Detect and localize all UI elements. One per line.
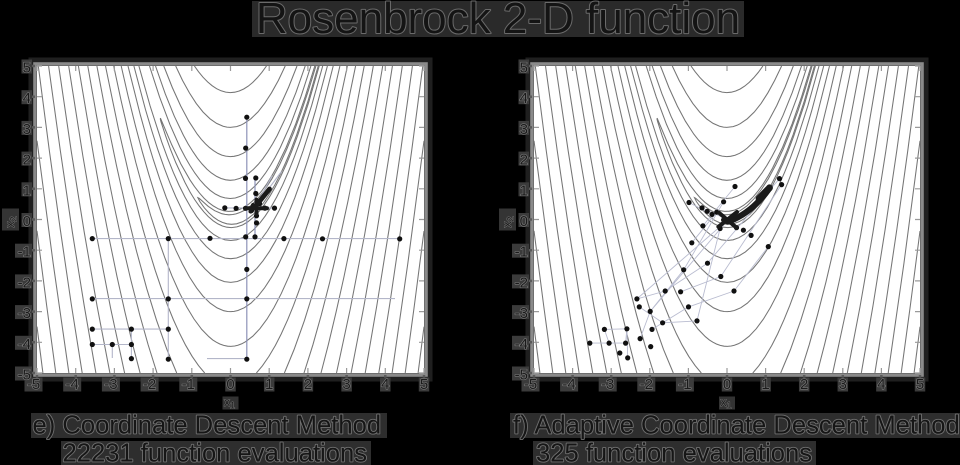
svg-text:-4: -4	[515, 336, 528, 353]
svg-text:4: 4	[877, 376, 885, 393]
svg-text:-2: -2	[18, 274, 31, 291]
svg-text:-3: -3	[104, 376, 117, 393]
svg-text:1: 1	[23, 182, 31, 199]
svg-text:-3: -3	[18, 305, 31, 322]
svg-text:Rosenbrock 2-D function: Rosenbrock 2-D function	[256, 0, 740, 43]
svg-text:-4: -4	[562, 376, 575, 393]
svg-text:4: 4	[381, 376, 389, 393]
svg-text:3: 3	[342, 376, 350, 393]
svg-text:4: 4	[520, 90, 528, 107]
svg-text:22231 function evaluations: 22231 function evaluations	[63, 440, 368, 465]
svg-text:-1: -1	[515, 244, 528, 261]
svg-text:2: 2	[23, 152, 31, 169]
svg-text:-5: -5	[18, 367, 31, 384]
svg-text:-5: -5	[515, 367, 528, 384]
svg-text:-4: -4	[66, 376, 79, 393]
svg-text:1: 1	[520, 182, 528, 199]
svg-text:5: 5	[420, 376, 428, 393]
svg-text:-1: -1	[678, 376, 691, 393]
svg-text:-1: -1	[182, 376, 195, 393]
svg-text:2: 2	[304, 376, 312, 393]
svg-text:-3: -3	[515, 305, 528, 322]
svg-text:f) Adaptive Coordinate Descent: f) Adaptive Coordinate Descent Method	[513, 412, 960, 440]
svg-text:-3: -3	[601, 376, 614, 393]
svg-text:5: 5	[916, 376, 924, 393]
svg-text:e) Coordinate Descent Method: e) Coordinate Descent Method	[33, 412, 382, 440]
svg-text:325 function evaluations: 325 function evaluations	[536, 440, 812, 465]
svg-text:2: 2	[520, 152, 528, 169]
svg-text:3: 3	[839, 376, 847, 393]
svg-text:5: 5	[520, 60, 528, 77]
svg-text:4: 4	[23, 90, 31, 107]
svg-text:0: 0	[23, 213, 31, 230]
svg-text:3: 3	[520, 121, 528, 138]
svg-text:2: 2	[800, 376, 808, 393]
svg-text:-2: -2	[640, 376, 653, 393]
svg-text:5: 5	[23, 60, 31, 77]
svg-text:1: 1	[761, 376, 769, 393]
svg-text:0: 0	[723, 376, 731, 393]
svg-text:1: 1	[265, 376, 273, 393]
svg-text:-4: -4	[18, 336, 31, 353]
svg-text:-1: -1	[18, 244, 31, 261]
svg-text:-2: -2	[515, 274, 528, 291]
svg-text:0: 0	[520, 213, 528, 230]
svg-text:3: 3	[23, 121, 31, 138]
svg-text:-2: -2	[143, 376, 156, 393]
svg-text:0: 0	[226, 376, 234, 393]
